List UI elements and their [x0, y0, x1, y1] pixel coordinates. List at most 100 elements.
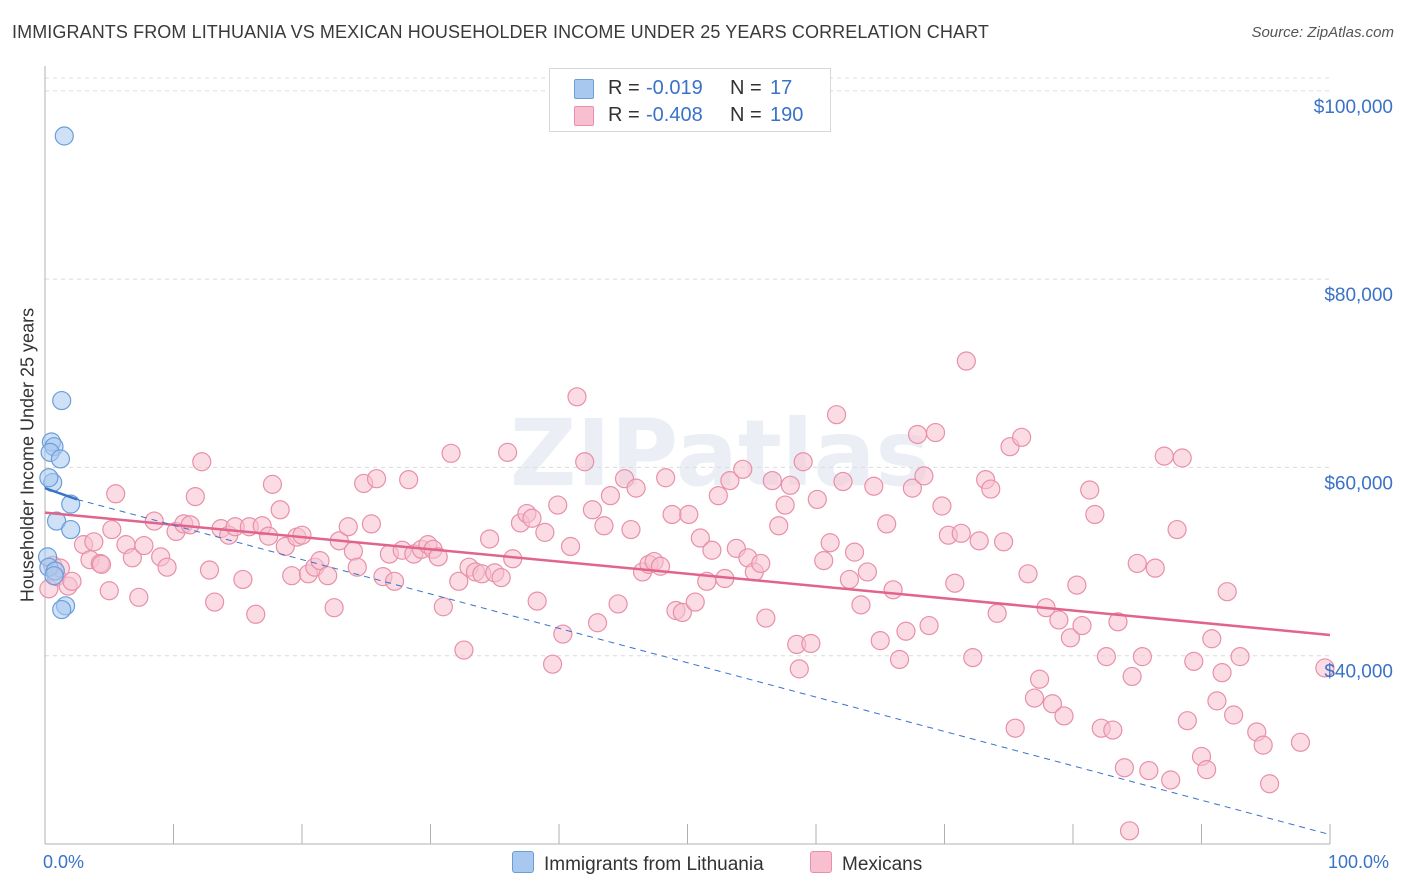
- mexicans-point: [102, 519, 122, 540]
- mexicans-point: [844, 542, 865, 562]
- y-tick-label: $60,000: [1324, 473, 1393, 494]
- mexicans-point: [366, 469, 387, 489]
- mexicans-point: [1197, 760, 1217, 780]
- mexicans-point: [270, 500, 290, 520]
- mexicans-point: [1154, 446, 1174, 466]
- mexicans-point: [1042, 694, 1063, 714]
- mexicans-point: [361, 514, 381, 534]
- mexicans-point: [1108, 612, 1128, 632]
- mexicans-point: [702, 540, 722, 560]
- legend-swatch-mexicans: [574, 106, 594, 126]
- lithuania-trend-extension: [76, 498, 1331, 836]
- correlation-legend: R = -0.019 N = 17 R = -0.408 N = 190: [549, 68, 831, 132]
- mexicans-point: [318, 566, 338, 586]
- y-tick-labels: $40,000 $60,000 $80,000 $100,000: [1314, 97, 1393, 683]
- mexicans-point: [679, 504, 699, 525]
- mexicans-point: [914, 466, 934, 486]
- mexicans-point: [1018, 564, 1038, 584]
- mexicans-point: [399, 470, 419, 490]
- mexicans-point: [1202, 629, 1222, 649]
- lithuania-point: [52, 390, 72, 411]
- mexicans-point: [751, 553, 771, 574]
- mexicans-point: [1060, 628, 1081, 648]
- mexicans-point: [789, 659, 809, 679]
- mexicans-point: [1172, 448, 1192, 468]
- legend-label-lithuania: Immigrants from Lithuania: [544, 854, 764, 875]
- legend-r-label: R =: [608, 104, 640, 126]
- mexicans-point: [769, 516, 789, 536]
- mexicans-point: [587, 613, 608, 633]
- lithuania-point: [52, 599, 72, 620]
- mexicans-point: [919, 615, 939, 636]
- mexicans-point: [1217, 582, 1237, 602]
- mexicans-point: [925, 422, 946, 443]
- mexicans-point: [1224, 705, 1244, 725]
- mexicans-point: [384, 571, 405, 591]
- lithuania-point: [46, 511, 67, 531]
- mexicans-point: [608, 594, 628, 614]
- mexicans-point: [441, 443, 461, 463]
- mexicans-point: [594, 516, 614, 536]
- mexicans-point: [987, 603, 1007, 623]
- mexicans-point: [1103, 720, 1123, 740]
- mexicans-point: [1177, 711, 1197, 731]
- mexicans-point: [282, 566, 302, 586]
- legend-n-label: N =: [730, 104, 762, 126]
- mexicans-point: [1114, 758, 1135, 778]
- y-tick-label: $40,000: [1324, 662, 1393, 683]
- y-tick-label: $80,000: [1324, 285, 1393, 306]
- mexicans-point: [347, 557, 367, 577]
- mexicans-point: [708, 486, 728, 506]
- legend-n-value: 190: [770, 104, 804, 126]
- mexicans-point: [428, 547, 448, 567]
- mexicans-point: [1260, 774, 1280, 794]
- mexicans-point: [258, 526, 279, 546]
- mexicans-point: [889, 649, 910, 670]
- legend-swatch-lithuania: [512, 851, 534, 873]
- mexicans-point: [1049, 610, 1069, 630]
- mexicans-point: [567, 387, 587, 407]
- lithuania-point: [50, 449, 71, 469]
- legend-item-mexicans[interactable]: Mexicans: [810, 851, 922, 876]
- mexicans-point: [839, 569, 860, 590]
- mexicans-point: [883, 580, 903, 600]
- lithuania-point: [54, 126, 74, 146]
- mexicans-point: [1011, 427, 1032, 447]
- legend-item-lithuania[interactable]: Immigrants from Lithuania: [512, 851, 764, 876]
- mexicans-point: [826, 405, 847, 425]
- mexicans-point: [672, 602, 692, 623]
- mexicans-point: [498, 442, 518, 462]
- mexicans-point: [338, 517, 358, 537]
- mexicans-point: [1005, 718, 1025, 738]
- mexicans-point: [1132, 647, 1152, 667]
- mexicans-point: [762, 470, 782, 491]
- mexicans-point: [1212, 663, 1232, 683]
- mexicans-point: [62, 571, 82, 591]
- mexicans-point: [775, 495, 795, 515]
- mexicans-point: [814, 551, 834, 571]
- mexicans-point: [1067, 575, 1087, 595]
- mexicans-point: [491, 567, 511, 588]
- mexicans-point: [1139, 760, 1159, 781]
- mexicans-point: [600, 486, 621, 506]
- legend-label-mexicans: Mexicans: [842, 854, 923, 875]
- mexicans-point: [1096, 647, 1117, 667]
- lithuania-point: [44, 566, 64, 586]
- mexicans-trend-line: [44, 511, 1331, 637]
- mexicans-point: [1253, 735, 1273, 755]
- mexicans-point: [1145, 558, 1165, 578]
- mexicans-point: [621, 519, 641, 540]
- y-axis-label: Householder Income Under 25 years: [17, 307, 38, 603]
- legend-n-value: 17: [770, 77, 793, 99]
- mexicans-point: [945, 573, 965, 593]
- legend-r-label: R =: [608, 77, 640, 99]
- lithuania-points: [37, 126, 81, 620]
- mexicans-point: [857, 562, 878, 582]
- mexicans-point: [951, 523, 971, 543]
- mexicans-points: [39, 351, 1335, 841]
- mexicans-point: [956, 351, 976, 371]
- mexicans-point: [864, 476, 884, 496]
- lithuania-trend-line: [44, 486, 78, 501]
- mexicans-point: [870, 631, 890, 651]
- mexicans-point: [106, 484, 126, 504]
